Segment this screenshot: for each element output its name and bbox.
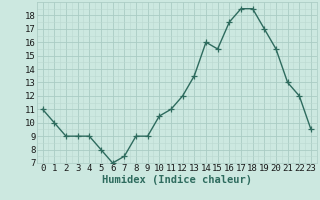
X-axis label: Humidex (Indice chaleur): Humidex (Indice chaleur) [102, 175, 252, 185]
